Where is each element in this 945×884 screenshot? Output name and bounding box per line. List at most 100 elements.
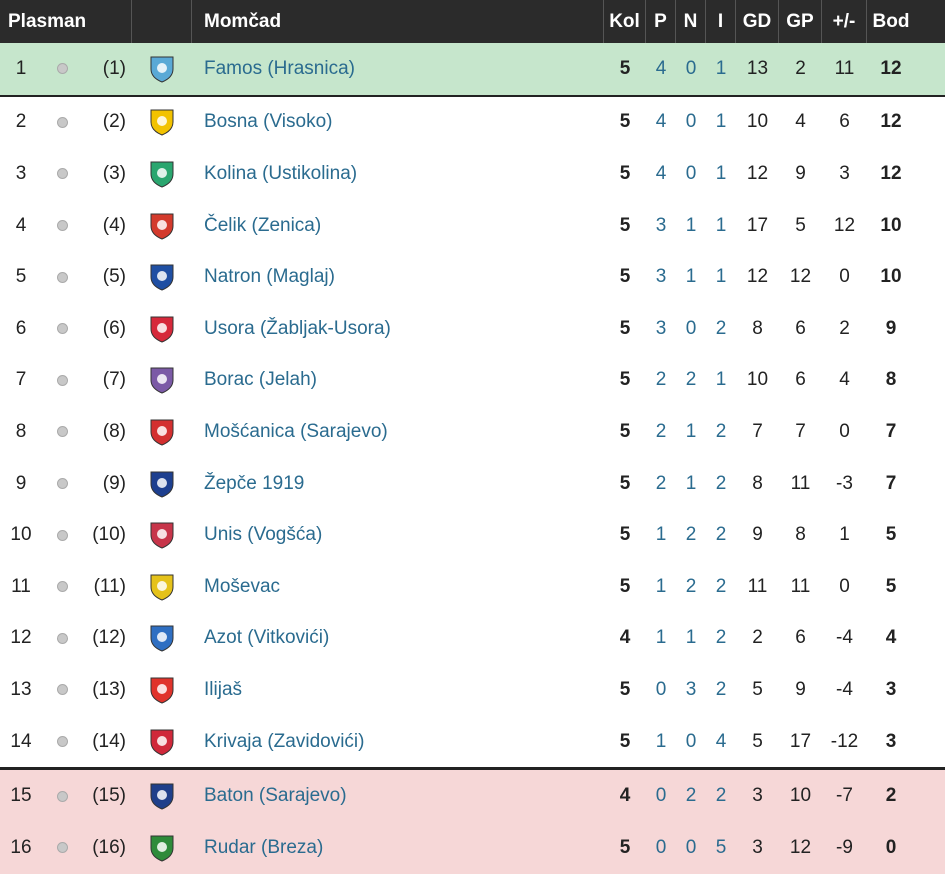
played-cell: 5 (619, 57, 631, 79)
header-team[interactable]: Momčad (192, 0, 604, 43)
team-crest-icon (147, 833, 177, 863)
losses-cell: 2 (715, 678, 727, 700)
table-row[interactable]: 12 (12) Azot (Vitkovići) 4 1 1 2 2 6 -4 4 (0, 613, 945, 665)
team-name-link[interactable]: Moševac (204, 575, 281, 597)
goal-diff-cell: -4 (836, 627, 853, 649)
points-cell: 8 (885, 369, 897, 391)
goal-diff-cell: 0 (839, 266, 850, 288)
draws-cell: 1 (685, 472, 697, 494)
status-dot-cell (42, 664, 82, 716)
table-row[interactable]: 16 (16) Rudar (Breza) 5 0 0 5 3 12 -9 0 (0, 821, 945, 874)
table-row[interactable]: 8 (8) Mošćanica (Sarajevo) 5 2 1 2 7 7 0 7 (0, 406, 945, 458)
team-logo-cell[interactable] (132, 561, 192, 613)
points-cell: 7 (885, 420, 897, 442)
table-row[interactable]: 1 (1) Famos (Hrasnica) 5 4 0 1 13 2 11 12 (0, 43, 945, 97)
goal-diff-cell: 0 (839, 420, 850, 442)
team-logo-cell[interactable] (132, 355, 192, 407)
team-logo-cell[interactable] (132, 303, 192, 355)
header-kol[interactable]: Kol (604, 0, 646, 43)
table-row[interactable]: 11 (11) Moševac 5 1 2 2 11 11 0 5 (0, 561, 945, 613)
header-diff[interactable]: +/- (822, 0, 867, 43)
points-cell: 2 (885, 785, 897, 807)
header-bod[interactable]: Bod (872, 10, 910, 32)
team-name-link[interactable]: Čelik (Zenica) (204, 214, 322, 236)
position-cell: 6 (15, 317, 27, 339)
team-crest-icon (147, 159, 177, 189)
table-row[interactable]: 9 (9) Žepče 1919 5 2 1 2 8 11 -3 7 (0, 458, 945, 510)
team-name-link[interactable]: Usora (Žabljak-Usora) (204, 317, 391, 339)
losses-cell: 2 (715, 785, 727, 807)
header-logo-col (132, 0, 192, 43)
team-logo-cell[interactable] (132, 822, 192, 874)
team-name-link[interactable]: Natron (Maglaj) (204, 266, 335, 288)
team-logo-cell[interactable] (132, 716, 192, 768)
team-logo-cell[interactable] (132, 148, 192, 200)
points-cell: 5 (885, 575, 897, 597)
status-dot-icon (56, 842, 68, 854)
team-crest-icon (147, 727, 177, 757)
header-gp[interactable]: GP (779, 0, 822, 43)
team-crest-icon (147, 211, 177, 241)
header-p[interactable]: P (646, 0, 676, 43)
table-row[interactable]: 14 (14) Krivaja (Zavidovići) 5 1 0 4 5 17 -12 3 (0, 716, 945, 768)
goals-against-cell: 6 (795, 369, 806, 391)
table-row[interactable]: 15 (15) Baton (Sarajevo) 4 0 2 2 3 10 -7 2 (0, 767, 945, 822)
table-row[interactable]: 6 (6) Usora (Žabljak-Usora) 5 3 0 2 8 6 2 9 (0, 303, 945, 355)
draws-cell: 0 (685, 111, 697, 133)
team-crest-icon (147, 572, 177, 602)
table-row[interactable]: 7 (7) Borac (Jelah) 5 2 2 1 10 6 4 8 (0, 355, 945, 407)
team-name-link[interactable]: Borac (Jelah) (204, 369, 317, 391)
header-i[interactable]: I (706, 0, 736, 43)
team-logo-cell[interactable] (132, 200, 192, 252)
team-name-link[interactable]: Kolina (Ustikolina) (204, 162, 358, 184)
team-name-link[interactable]: Famos (Hrasnica) (204, 57, 355, 79)
position-cell: 4 (15, 214, 27, 236)
header-n[interactable]: N (676, 0, 706, 43)
team-name-link[interactable]: Azot (Vitkovići) (204, 627, 330, 649)
team-name-link[interactable]: Krivaja (Zavidovići) (204, 730, 365, 752)
previous-position-cell: (10) (92, 524, 126, 546)
losses-cell: 2 (715, 317, 727, 339)
team-logo-cell[interactable] (132, 43, 192, 95)
table-row[interactable]: 2 (2) Bosna (Visoko) 5 4 0 1 10 4 6 12 (0, 97, 945, 149)
team-crest-icon (147, 520, 177, 550)
team-name-link[interactable]: Unis (Vogšća) (204, 524, 323, 546)
header-plasman[interactable]: Plasman (0, 0, 132, 43)
team-logo-cell[interactable] (132, 406, 192, 458)
position-cell: 11 (11, 575, 31, 597)
team-logo-cell[interactable] (132, 664, 192, 716)
table-row[interactable]: 4 (4) Čelik (Zenica) 5 3 1 1 17 5 12 10 (0, 200, 945, 252)
status-dot-icon (56, 220, 68, 232)
team-logo-cell[interactable] (132, 613, 192, 665)
status-dot-icon (56, 426, 68, 438)
team-name-link[interactable]: Rudar (Breza) (204, 836, 324, 858)
team-name-link[interactable]: Mošćanica (Sarajevo) (204, 420, 388, 442)
header-gd[interactable]: GD (736, 0, 779, 43)
points-cell: 12 (880, 57, 902, 79)
table-row[interactable]: 13 (13) Ilijaš 5 0 3 2 5 9 -4 3 (0, 664, 945, 716)
previous-position-cell: (2) (102, 111, 126, 133)
goals-for-cell: 11 (747, 575, 768, 597)
team-name-link[interactable]: Ilijaš (204, 678, 243, 700)
status-dot-icon (56, 478, 68, 490)
team-logo-cell[interactable] (132, 509, 192, 561)
table-body: 1 (1) Famos (Hrasnica) 5 4 0 1 13 2 11 12 2 (2) Bosna… (0, 43, 945, 874)
team-logo-cell[interactable] (132, 251, 192, 303)
team-name-link[interactable]: Bosna (Visoko) (204, 111, 333, 133)
table-row[interactable]: 3 (3) Kolina (Ustikolina) 5 4 0 1 12 9 3 12 (0, 148, 945, 200)
table-header: Plasman Momčad Kol P N I GD GP +/- Bod (0, 0, 945, 43)
table-row[interactable]: 10 (10) Unis (Vogšća) 5 1 2 2 9 8 1 5 (0, 509, 945, 561)
goals-for-cell: 3 (752, 785, 763, 807)
team-crest-icon (147, 54, 177, 84)
team-logo-cell[interactable] (132, 458, 192, 510)
team-logo-cell[interactable] (132, 97, 192, 149)
team-logo-cell[interactable] (132, 770, 192, 822)
wins-cell: 1 (655, 575, 667, 597)
wins-cell: 3 (655, 266, 667, 288)
team-name-link[interactable]: Žepče 1919 (204, 472, 305, 494)
table-row[interactable]: 5 (5) Natron (Maglaj) 5 3 1 1 12 12 0 10 (0, 251, 945, 303)
goals-against-cell: 12 (789, 266, 812, 288)
played-cell: 5 (619, 214, 631, 236)
team-name-link[interactable]: Baton (Sarajevo) (204, 785, 347, 807)
points-cell: 4 (885, 627, 897, 649)
